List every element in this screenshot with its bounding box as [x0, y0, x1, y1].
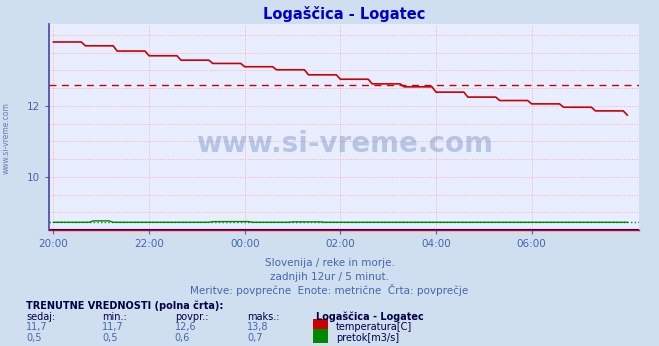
Text: TRENUTNE VREDNOSTI (polna črta):: TRENUTNE VREDNOSTI (polna črta):: [26, 300, 224, 311]
Text: zadnjih 12ur / 5 minut.: zadnjih 12ur / 5 minut.: [270, 272, 389, 282]
Text: Slovenija / reke in morje.: Slovenija / reke in morje.: [264, 258, 395, 268]
Text: pretok[m3/s]: pretok[m3/s]: [336, 333, 399, 343]
Text: 11,7: 11,7: [26, 322, 48, 333]
Text: min.:: min.:: [102, 312, 127, 322]
Text: sedaj:: sedaj:: [26, 312, 55, 322]
Text: www.si-vreme.com: www.si-vreme.com: [2, 102, 11, 174]
Text: 0,5: 0,5: [102, 333, 118, 343]
Text: 0,7: 0,7: [247, 333, 263, 343]
Text: Meritve: povprečne  Enote: metrične  Črta: povprečje: Meritve: povprečne Enote: metrične Črta:…: [190, 284, 469, 296]
Text: 0,5: 0,5: [26, 333, 42, 343]
Text: 0,6: 0,6: [175, 333, 190, 343]
Text: maks.:: maks.:: [247, 312, 279, 322]
Text: 12,6: 12,6: [175, 322, 196, 333]
Text: temperatura[C]: temperatura[C]: [336, 322, 413, 333]
Text: 13,8: 13,8: [247, 322, 269, 333]
Text: povpr.:: povpr.:: [175, 312, 208, 322]
Text: 11,7: 11,7: [102, 322, 124, 333]
Text: www.si-vreme.com: www.si-vreme.com: [196, 130, 493, 158]
Text: Logaščica - Logatec: Logaščica - Logatec: [316, 311, 424, 322]
Title: Logaščica - Logatec: Logaščica - Logatec: [263, 6, 426, 22]
